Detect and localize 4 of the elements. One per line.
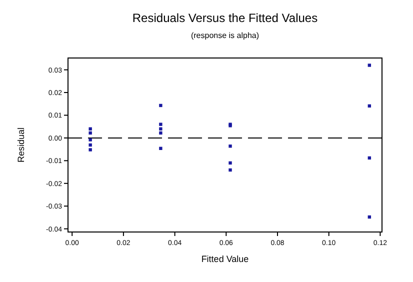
chart-title: Residuals Versus the Fitted Values <box>132 11 318 25</box>
y-axis-title: Residual <box>16 127 26 163</box>
chart-subtitle: (response is alpha) <box>190 31 260 40</box>
x-axis-title: Fitted Value <box>201 254 249 264</box>
